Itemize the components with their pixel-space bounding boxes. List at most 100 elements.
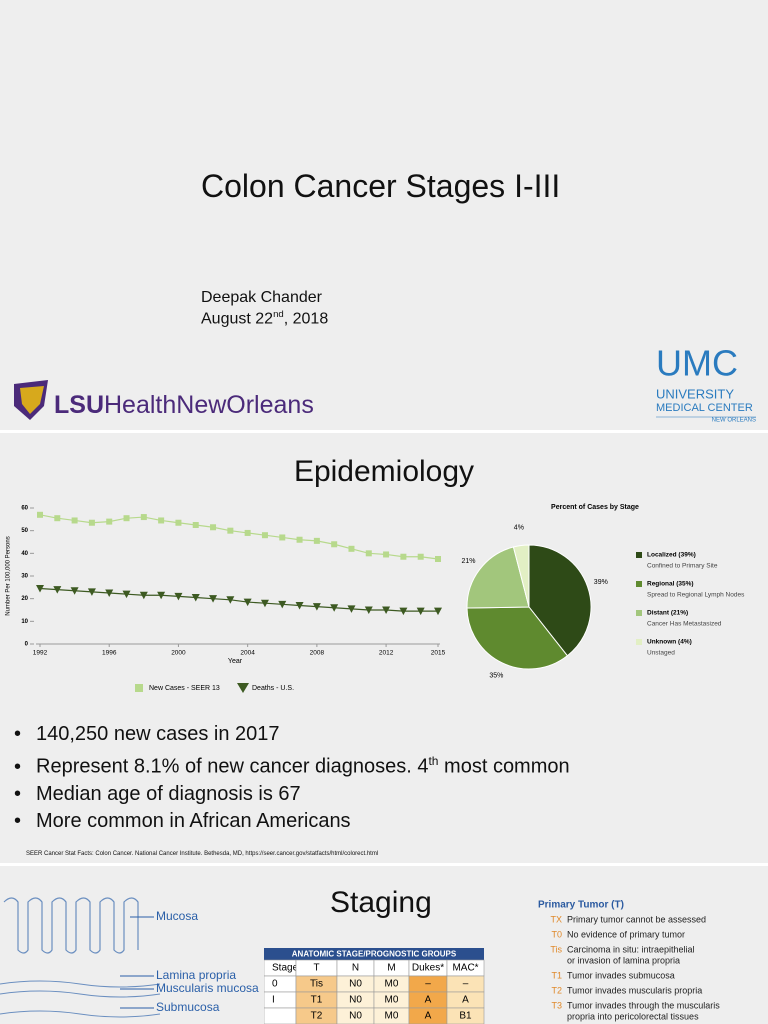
data-point	[71, 517, 78, 524]
date-text: August 22	[201, 310, 274, 328]
slide-title: Epidemiology	[293, 455, 475, 488]
y-tick-label: 50	[21, 528, 28, 534]
data-point	[279, 534, 286, 541]
table-cell	[264, 975, 297, 993]
legend-swatch	[636, 552, 642, 558]
data-point	[37, 511, 43, 518]
title-slide: Colon Cancer Stages I-III Deepak Chander…	[0, 0, 768, 430]
data-point	[105, 589, 114, 597]
y-axis-label: Number Per 100,000 Persons	[6, 536, 12, 615]
y-tick-label: 20	[21, 596, 28, 602]
table-cell-text: –	[425, 979, 431, 990]
logo-word: Orleans	[226, 391, 314, 419]
logo-mark: UMC	[656, 346, 738, 384]
tumor-code: T1	[551, 970, 562, 980]
data-point	[383, 551, 390, 558]
crypt-outline	[3, 897, 139, 954]
list-title: Primary Tumor (T)	[538, 900, 624, 911]
pie-slice	[466, 606, 569, 670]
tumor-code: T2	[551, 985, 562, 995]
table-header-cell: N	[352, 963, 359, 974]
legend-description: Confined to Primary Site	[647, 563, 718, 570]
data-point	[261, 532, 268, 539]
bullet-item: • Represent 8.1% of new cancer diagnoses.…	[14, 748, 570, 781]
y-tick-label: 40	[21, 551, 28, 557]
table-title-bar	[264, 948, 484, 960]
date-text: , 2018	[283, 310, 329, 328]
slide-title: Staging	[330, 886, 432, 919]
legend-swatch	[636, 581, 642, 587]
table-cell-text: N0	[349, 979, 362, 990]
data-point	[435, 556, 441, 562]
table-header-cell: Dukes*	[412, 963, 444, 974]
series-line	[39, 587, 438, 612]
data-point	[243, 598, 252, 607]
data-point	[158, 517, 165, 524]
data-point	[400, 553, 407, 560]
x-tick-label: 2000	[171, 650, 186, 657]
date-suffix: nd	[273, 309, 284, 320]
bullet-text: Median age of diagnosis is 67	[36, 782, 301, 805]
data-point	[434, 607, 442, 616]
tumor-description: Tumor invades through the muscularis	[567, 1000, 720, 1010]
author: Deepak Chander	[201, 289, 322, 306]
data-point	[331, 541, 338, 548]
table-cell-text: 0	[272, 979, 278, 990]
logo-word: New	[176, 391, 227, 419]
legend-description: Cancer Has Metastasized	[647, 621, 722, 628]
x-tick-label: 2015	[431, 650, 446, 657]
data-point	[174, 592, 183, 601]
bullet-dot: •	[14, 809, 22, 832]
anatomy-label: Submucosa	[156, 1000, 220, 1014]
tumor-description: Tumor invades submucosa	[567, 970, 675, 980]
table-cell-text: –	[463, 979, 469, 990]
table-header-cell: T	[313, 963, 319, 974]
data-point	[295, 601, 304, 610]
staging-slide: Staging Mucosa Lamina propria Muscularis…	[0, 866, 768, 1024]
data-point	[365, 550, 372, 557]
logo-shield-inner	[20, 386, 44, 414]
y-tick-label: 10	[21, 619, 28, 625]
lsu-logo: LSUHealthNewOrleans	[14, 380, 314, 420]
table-cell	[264, 991, 297, 1009]
legend-label: Deaths - U.S.	[252, 685, 294, 692]
logo-text: LSUHealthNewOrleans	[54, 391, 314, 419]
data-point	[416, 607, 425, 616]
slice-label: 21%	[462, 558, 476, 565]
tumor-code: TX	[550, 914, 562, 924]
x-tick-label: 1992	[33, 650, 48, 657]
x-tick-label: 2012	[379, 650, 394, 657]
stage-table: ANATOMIC STAGE/PROGNOSTIC GROUPS Stage T N M…	[264, 948, 485, 1024]
citation: SEER Cancer Stat Facts: Colon Cancer. Na…	[26, 851, 379, 857]
table-cell-text: M0	[385, 979, 399, 990]
legend-label: Regional (35%)	[647, 581, 694, 588]
y-tick-label: 0	[25, 642, 29, 648]
data-point	[36, 584, 44, 593]
data-point	[209, 595, 218, 603]
data-point	[54, 515, 61, 522]
data-point	[139, 591, 148, 600]
tumor-description: Carcinoma in situ: intraepithelial	[567, 944, 695, 954]
data-point	[226, 596, 235, 604]
legend-label: Distant (21%)	[647, 610, 688, 617]
bullet-text: More common in African Americans	[36, 809, 351, 832]
data-point	[399, 607, 408, 616]
table-cell-text: N0	[349, 1011, 362, 1022]
umc-logo: UMC UNIVERSITY MEDICAL CENTER NEW ORLEAN…	[656, 346, 756, 424]
data-point	[70, 587, 79, 595]
tumor-code: T3	[551, 1000, 562, 1010]
data-point	[123, 515, 130, 522]
bullet-dot: •	[14, 723, 22, 745]
bullet-item: • 140,250 new cases in 2017	[14, 721, 570, 748]
bullet-text: 140,250 new cases in 2017	[36, 723, 280, 745]
table-cell-text: A	[462, 995, 469, 1006]
tumor-description: propria into pericolorectal tissues	[567, 1011, 699, 1021]
logo-word: LSU	[54, 391, 104, 419]
legend-label: Localized (39%)	[647, 552, 696, 559]
date: August 22nd, 2018	[201, 309, 328, 328]
bullet-text: th	[428, 754, 439, 768]
data-point	[296, 536, 303, 543]
legend-label: Unknown (4%)	[647, 639, 692, 646]
anatomy-diagram: Mucosa Lamina propria Muscularis mucosa …	[0, 897, 259, 1018]
